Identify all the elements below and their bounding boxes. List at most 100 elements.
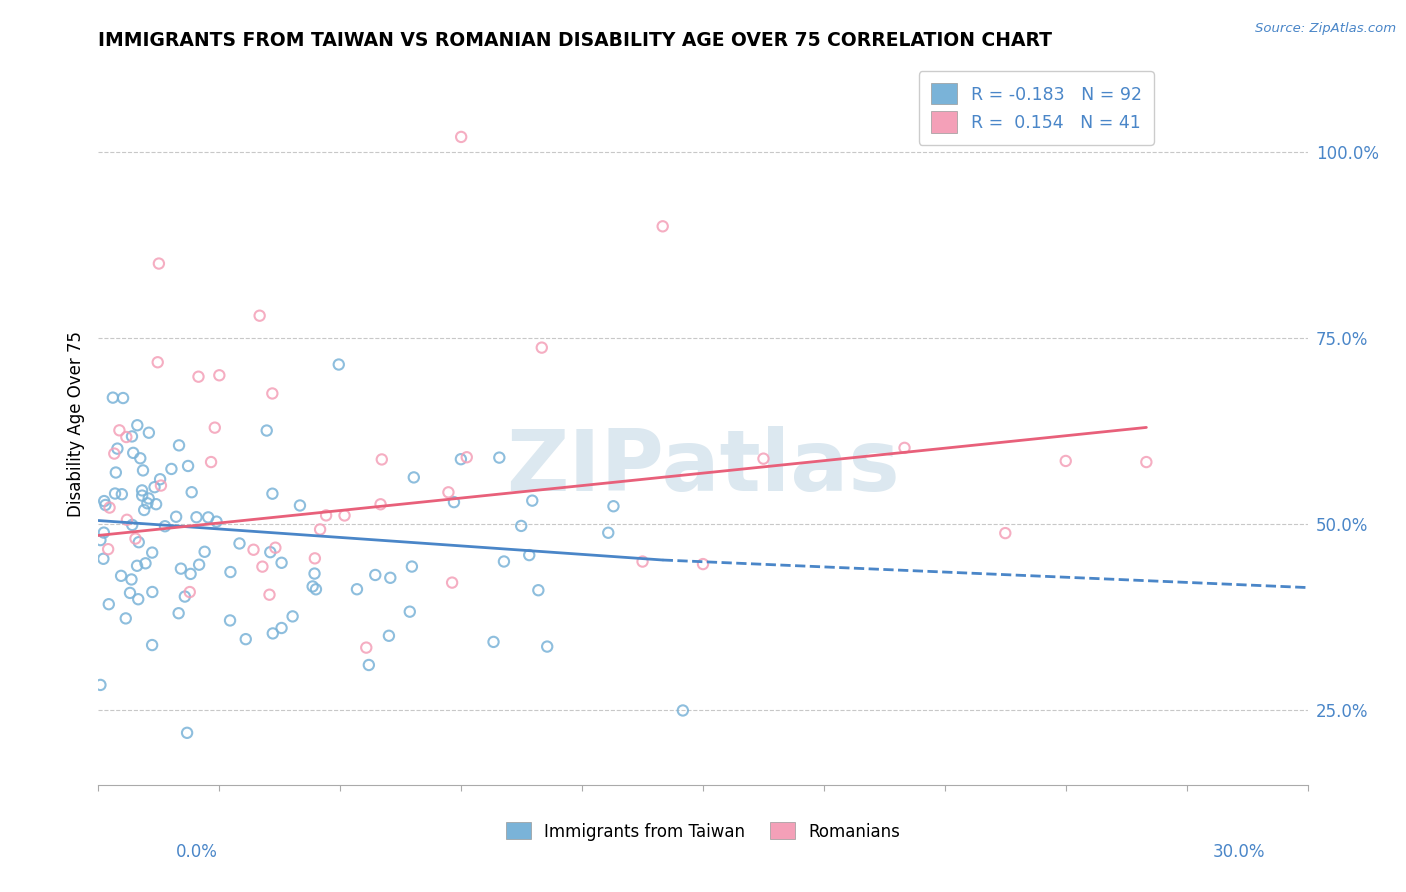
Point [492, 554, 515, 568]
Point [672, 703, 695, 717]
Point [262, 486, 284, 500]
Point [146, 355, 169, 369]
Point [141, 638, 163, 652]
Point [200, 455, 222, 469]
Point [488, 450, 510, 465]
Point [204, 420, 226, 434]
Point [132, 463, 155, 477]
Point [356, 640, 378, 655]
Point [187, 369, 209, 384]
Point [134, 557, 156, 571]
Point [242, 542, 264, 557]
Point [378, 629, 401, 643]
Text: 0.0%: 0.0% [176, 843, 218, 861]
Point [1135, 455, 1157, 469]
Point [235, 632, 257, 647]
Point [176, 726, 198, 740]
Point [121, 518, 143, 533]
Point [456, 450, 478, 465]
Point [145, 497, 167, 511]
Point [121, 429, 143, 443]
Point [173, 590, 195, 604]
Point [114, 611, 136, 625]
Point [167, 606, 190, 620]
Point [89, 678, 111, 692]
Point [89, 533, 111, 547]
Point [167, 438, 190, 452]
Point [186, 510, 208, 524]
Point [893, 441, 915, 455]
Point [264, 541, 287, 555]
Point [252, 559, 274, 574]
Point [124, 532, 146, 546]
Text: IMMIGRANTS FROM TAIWAN VS ROMANIAN DISABILITY AGE OVER 75 CORRELATION CHART: IMMIGRANTS FROM TAIWAN VS ROMANIAN DISAB… [98, 30, 1053, 50]
Point [270, 621, 292, 635]
Point [692, 557, 714, 571]
Point [219, 565, 242, 579]
Point [333, 508, 356, 523]
Point [441, 575, 464, 590]
Point [143, 480, 166, 494]
Point [138, 425, 160, 440]
Point [104, 466, 127, 480]
Point [288, 499, 311, 513]
Point [127, 418, 149, 433]
Point [249, 309, 271, 323]
Point [262, 626, 284, 640]
Text: ZIPatlas: ZIPatlas [506, 425, 900, 508]
Point [165, 509, 187, 524]
Point [93, 494, 115, 508]
Point [108, 423, 131, 437]
Point [129, 451, 152, 466]
Point [328, 358, 350, 372]
Point [304, 551, 326, 566]
Point [602, 500, 624, 514]
Point [121, 573, 143, 587]
Point [530, 341, 553, 355]
Point [180, 566, 202, 581]
Point [301, 579, 323, 593]
Point [256, 424, 278, 438]
Point [450, 452, 472, 467]
Point [131, 489, 153, 503]
Text: 30.0%: 30.0% [1213, 843, 1265, 861]
Point [153, 519, 176, 533]
Point [522, 493, 544, 508]
Point [104, 486, 127, 500]
Point [510, 519, 533, 533]
Point [371, 452, 394, 467]
Point [93, 551, 115, 566]
Point [149, 472, 172, 486]
Point [118, 586, 141, 600]
Point [527, 583, 550, 598]
Point [259, 588, 281, 602]
Point [281, 609, 304, 624]
Point [402, 470, 425, 484]
Point [398, 605, 420, 619]
Point [111, 487, 134, 501]
Point [141, 546, 163, 560]
Point [536, 640, 558, 654]
Point [380, 571, 402, 585]
Point [270, 556, 292, 570]
Point [994, 526, 1017, 541]
Point [305, 582, 328, 597]
Point [131, 483, 153, 498]
Point [115, 430, 138, 444]
Point [148, 256, 170, 270]
Point [160, 462, 183, 476]
Point [115, 513, 138, 527]
Point [101, 391, 124, 405]
Point [450, 130, 472, 145]
Point [598, 525, 620, 540]
Point [309, 523, 332, 537]
Point [259, 545, 281, 559]
Point [103, 447, 125, 461]
Point [651, 219, 673, 234]
Point [219, 614, 242, 628]
Point [437, 485, 460, 500]
Point [128, 535, 150, 549]
Point [97, 597, 120, 611]
Point [93, 525, 115, 540]
Point [370, 497, 392, 511]
